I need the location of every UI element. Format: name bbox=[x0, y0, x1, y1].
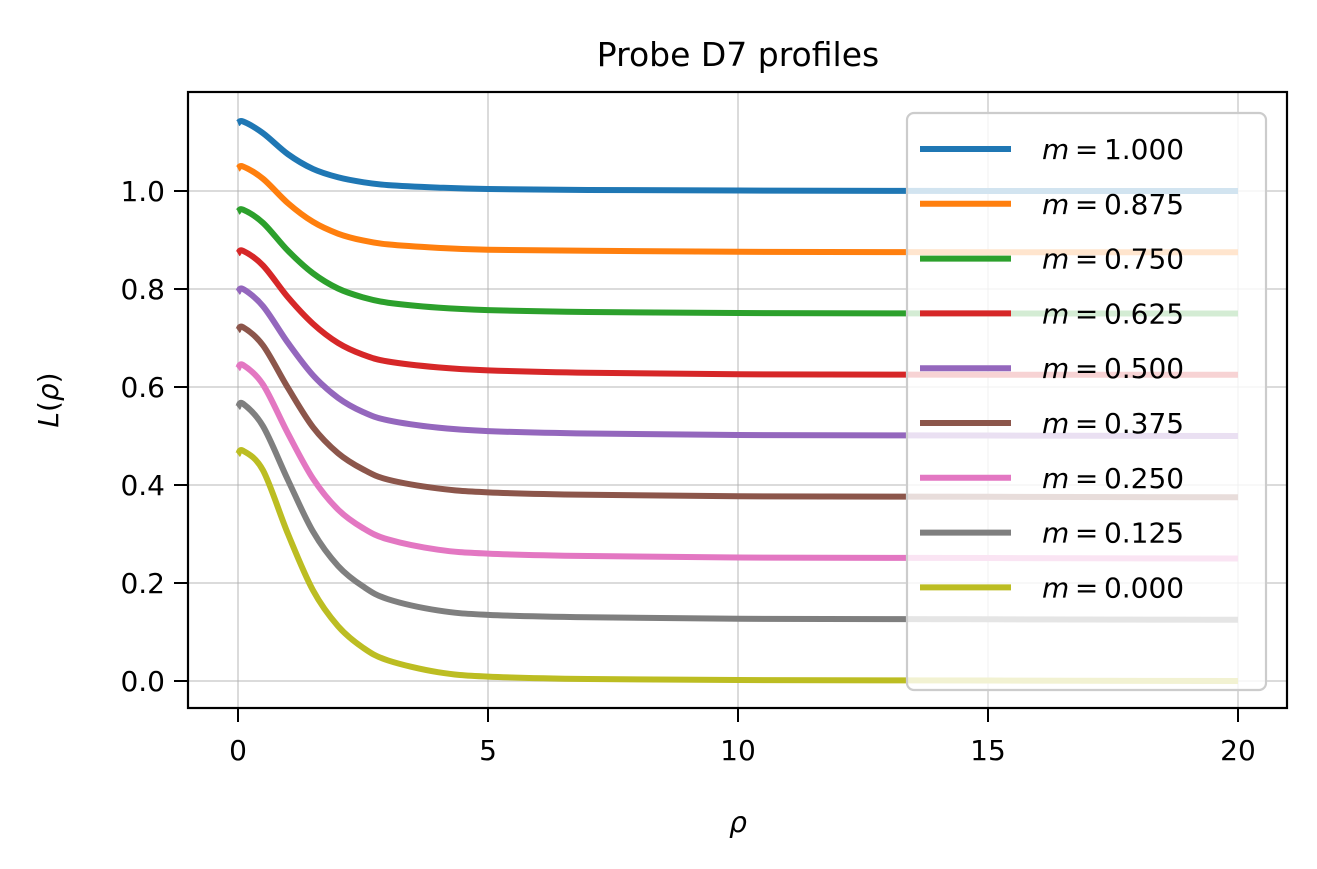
y-tick-label: 0.4 bbox=[120, 469, 165, 502]
x-tick-label: 10 bbox=[720, 734, 756, 767]
legend-item: m = 0.250 bbox=[920, 462, 1184, 495]
series-line-m-0.125 bbox=[235, 399, 1239, 623]
y-label-rho: ρ bbox=[32, 383, 65, 401]
x-tick-label: 5 bbox=[479, 734, 497, 767]
legend-items: m = 1.000 m = 0.875 m = 0.750 m = 0.625 m = … bbox=[920, 133, 1184, 604]
y-axis-ticks: 0.0 0.2 0.4 0.6 0.8 1.0 bbox=[120, 175, 188, 698]
legend-item: m = 0.750 bbox=[920, 243, 1184, 276]
x-tick-label: 15 bbox=[970, 734, 1006, 767]
legend-label: m = 0.000 bbox=[1042, 571, 1184, 604]
series-line-m-0.875 bbox=[235, 163, 1239, 256]
data-series bbox=[235, 117, 1239, 684]
legend: m = 1.000 m = 0.875 m = 0.750 m = 0.625 m = … bbox=[905, 111, 1268, 692]
y-tick-label: 0.2 bbox=[120, 567, 165, 600]
x-axis-label: ρ bbox=[729, 806, 747, 839]
series-line-m-0.750 bbox=[235, 206, 1239, 317]
legend-item: m = 0.875 bbox=[920, 188, 1184, 221]
y-label-close-paren: ) bbox=[32, 372, 65, 383]
y-tick-label: 0.8 bbox=[120, 273, 165, 306]
y-tick-label: 0.6 bbox=[120, 371, 165, 404]
legend-item: m = 0.625 bbox=[920, 297, 1184, 330]
x-tick-label: 0 bbox=[229, 734, 247, 767]
legend-label: m = 0.250 bbox=[1042, 462, 1184, 495]
y-label-open-paren: ( bbox=[32, 401, 65, 412]
series-line-m-1.000 bbox=[235, 117, 1239, 195]
legend-label: m = 0.875 bbox=[1042, 188, 1184, 221]
legend-item: m = 0.000 bbox=[920, 571, 1184, 604]
legend-label: m = 0.125 bbox=[1042, 517, 1184, 550]
chart-title: Probe D7 profiles bbox=[597, 35, 879, 74]
series-line-m-0.000 bbox=[235, 447, 1239, 684]
legend-item: m = 0.375 bbox=[920, 407, 1184, 440]
legend-item: m = 0.500 bbox=[920, 352, 1184, 385]
y-tick-label: 0.0 bbox=[120, 665, 165, 698]
y-tick-label: 1.0 bbox=[120, 175, 165, 208]
legend-item: m = 1.000 bbox=[920, 133, 1184, 166]
y-axis-label-text: L(ρ) bbox=[32, 372, 65, 427]
legend-label: m = 0.375 bbox=[1042, 407, 1184, 440]
series-line-m-0.250 bbox=[235, 361, 1239, 562]
series-line-m-0.375 bbox=[235, 323, 1239, 501]
series-line-m-0.625 bbox=[235, 247, 1239, 378]
legend-label: m = 1.000 bbox=[1042, 133, 1184, 166]
legend-label: m = 0.625 bbox=[1042, 297, 1184, 330]
x-tick-label: 20 bbox=[1220, 734, 1256, 767]
series-line-m-0.500 bbox=[235, 285, 1239, 439]
y-label-L: L bbox=[32, 412, 65, 428]
legend-label: m = 0.500 bbox=[1042, 352, 1184, 385]
y-axis-label: L(ρ) bbox=[32, 372, 65, 427]
x-axis-ticks: 0 5 10 15 20 bbox=[229, 708, 1256, 767]
legend-label: m = 0.750 bbox=[1042, 243, 1184, 276]
legend-item: m = 0.125 bbox=[920, 517, 1184, 550]
